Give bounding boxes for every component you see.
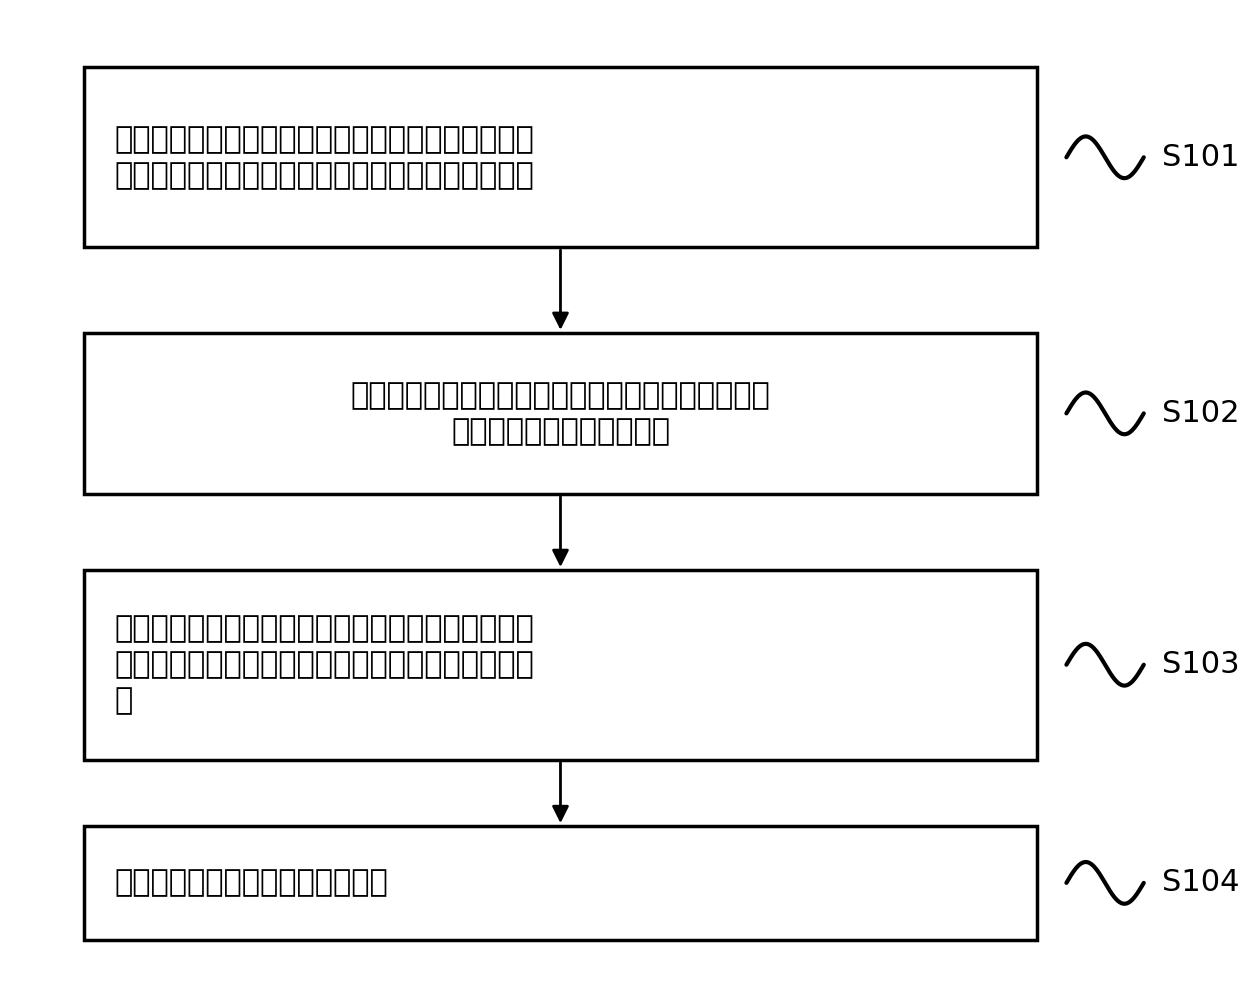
FancyBboxPatch shape xyxy=(84,570,1037,760)
FancyBboxPatch shape xyxy=(84,826,1037,940)
Text: S102: S102 xyxy=(1162,399,1239,428)
Text: 根据试井渗透率对第一计算模型进行标定，建立裂缝: 根据试井渗透率对第一计算模型进行标定，建立裂缝 xyxy=(114,615,534,643)
Text: 动指数之间的第一计算模型: 动指数之间的第一计算模型 xyxy=(451,417,670,446)
Text: 型: 型 xyxy=(114,687,133,715)
Text: 缝平均渗透率，其中，试井渗透率根据无阻流量获得: 缝平均渗透率，其中，试井渗透率根据无阻流量获得 xyxy=(114,161,534,190)
Text: 根据试井渗透率、基质渗透率以及裂缝孔隙度得到裂: 根据试井渗透率、基质渗透率以及裂缝孔隙度得到裂 xyxy=(114,124,534,154)
Text: S101: S101 xyxy=(1162,143,1239,172)
Text: S103: S103 xyxy=(1162,650,1239,679)
FancyBboxPatch shape xyxy=(84,333,1037,494)
Text: 渗透率、裂缝孔隙度、流体移动指数间的第二计算模: 渗透率、裂缝孔隙度、流体移动指数间的第二计算模 xyxy=(114,650,534,679)
Text: 根据第二计算模型得到裂缝渗透率: 根据第二计算模型得到裂缝渗透率 xyxy=(114,868,388,897)
Text: S104: S104 xyxy=(1162,868,1239,897)
FancyBboxPatch shape xyxy=(84,67,1037,247)
Text: 建立裂缝平均渗透率、裂缝平均孔隙度、平均流体移: 建立裂缝平均渗透率、裂缝平均孔隙度、平均流体移 xyxy=(351,380,770,410)
